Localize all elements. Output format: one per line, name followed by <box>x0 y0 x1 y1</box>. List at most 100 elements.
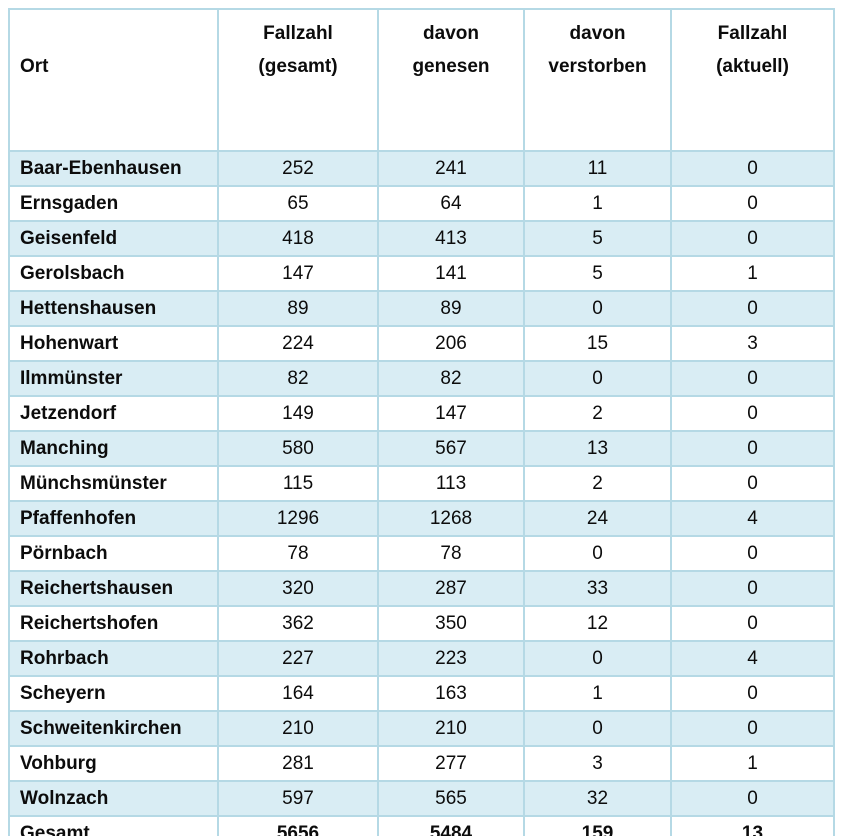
ort-cell: Schweitenkirchen <box>8 710 219 747</box>
value-cell-genesen: 64 <box>377 185 525 222</box>
table-row: Pörnbach 78 78 0 0 <box>8 535 835 572</box>
ort-cell: Geisenfeld <box>8 220 219 257</box>
ort-cell: Ernsgaden <box>8 185 219 222</box>
value-cell-verstorben: 2 <box>523 465 672 502</box>
value-cell-genesen: 78 <box>377 535 525 572</box>
table-row: Reichertshausen 320 287 33 0 <box>8 570 835 607</box>
value-cell-genesen: 223 <box>377 640 525 677</box>
ort-cell: Hohenwart <box>8 325 219 362</box>
table-row: Rohrbach 227 223 0 4 <box>8 640 835 677</box>
ort-cell: Wolnzach <box>8 780 219 817</box>
value-cell-gesamt: 227 <box>217 640 379 677</box>
table-row: Baar-Ebenhausen 252 241 11 0 <box>8 150 835 187</box>
value-cell-genesen: 565 <box>377 780 525 817</box>
value-cell-gesamt: 115 <box>217 465 379 502</box>
table-row: Münchsmünster 115 113 2 0 <box>8 465 835 502</box>
value-cell-gesamt: 82 <box>217 360 379 397</box>
table-row: Hohenwart 224 206 15 3 <box>8 325 835 362</box>
total-value-verstorben: 159 <box>523 815 672 836</box>
value-cell-aktuell: 4 <box>670 640 835 677</box>
ort-cell: Rohrbach <box>8 640 219 677</box>
value-cell-verstorben: 0 <box>523 710 672 747</box>
total-value-gesamt: 5656 <box>217 815 379 836</box>
covid-cases-table: Ort Fallzahl (gesamt) davon genesen davo… <box>8 8 835 836</box>
value-cell-aktuell: 0 <box>670 570 835 607</box>
value-cell-genesen: 567 <box>377 430 525 467</box>
value-cell-gesamt: 147 <box>217 255 379 292</box>
value-cell-genesen: 113 <box>377 465 525 502</box>
value-cell-verstorben: 5 <box>523 255 672 292</box>
ort-cell: Pfaffenhofen <box>8 500 219 537</box>
value-cell-verstorben: 32 <box>523 780 672 817</box>
value-cell-gesamt: 252 <box>217 150 379 187</box>
value-cell-gesamt: 1296 <box>217 500 379 537</box>
header-ort: Ort <box>8 8 219 152</box>
ort-cell: Münchsmünster <box>8 465 219 502</box>
table-row: Scheyern 164 163 1 0 <box>8 675 835 712</box>
table-row: Schweitenkirchen 210 210 0 0 <box>8 710 835 747</box>
ort-cell: Gerolsbach <box>8 255 219 292</box>
value-cell-aktuell: 0 <box>670 430 835 467</box>
table-row: Jetzendorf 149 147 2 0 <box>8 395 835 432</box>
value-cell-gesamt: 320 <box>217 570 379 607</box>
value-cell-verstorben: 13 <box>523 430 672 467</box>
value-cell-genesen: 163 <box>377 675 525 712</box>
table-header: Ort Fallzahl (gesamt) davon genesen davo… <box>8 8 835 152</box>
value-cell-gesamt: 210 <box>217 710 379 747</box>
value-cell-genesen: 350 <box>377 605 525 642</box>
header-line-2: genesen <box>412 56 490 77</box>
value-cell-gesamt: 89 <box>217 290 379 327</box>
value-cell-gesamt: 597 <box>217 780 379 817</box>
value-cell-verstorben: 12 <box>523 605 672 642</box>
value-cell-gesamt: 580 <box>217 430 379 467</box>
header-davon-verstorben: davon verstorben <box>523 8 672 152</box>
header-line-1: davon <box>423 23 479 44</box>
value-cell-aktuell: 0 <box>670 185 835 222</box>
value-cell-genesen: 89 <box>377 290 525 327</box>
ort-cell: Baar-Ebenhausen <box>8 150 219 187</box>
value-cell-aktuell: 0 <box>670 780 835 817</box>
value-cell-aktuell: 0 <box>670 290 835 327</box>
table-row: Vohburg 281 277 3 1 <box>8 745 835 782</box>
value-cell-aktuell: 0 <box>670 150 835 187</box>
ort-cell: Manching <box>8 430 219 467</box>
table-row: Gerolsbach 147 141 5 1 <box>8 255 835 292</box>
value-cell-gesamt: 65 <box>217 185 379 222</box>
header-fallzahl-gesamt: Fallzahl (gesamt) <box>217 8 379 152</box>
value-cell-gesamt: 281 <box>217 745 379 782</box>
value-cell-verstorben: 5 <box>523 220 672 257</box>
table-body: Baar-Ebenhausen 252 241 11 0 Ernsgaden 6… <box>8 150 835 817</box>
ort-cell: Jetzendorf <box>8 395 219 432</box>
table-row: Reichertshofen 362 350 12 0 <box>8 605 835 642</box>
value-cell-genesen: 1268 <box>377 500 525 537</box>
table-row: Ilmmünster 82 82 0 0 <box>8 360 835 397</box>
table-row: Hettenshausen 89 89 0 0 <box>8 290 835 327</box>
value-cell-verstorben: 1 <box>523 185 672 222</box>
value-cell-aktuell: 0 <box>670 710 835 747</box>
total-value-aktuell: 13 <box>670 815 835 836</box>
ort-cell: Hettenshausen <box>8 290 219 327</box>
value-cell-aktuell: 0 <box>670 395 835 432</box>
ort-cell: Vohburg <box>8 745 219 782</box>
table-row: Pfaffenhofen 1296 1268 24 4 <box>8 500 835 537</box>
header-line-2: verstorben <box>548 56 647 77</box>
ort-cell: Pörnbach <box>8 535 219 572</box>
header-line-2: (aktuell) <box>716 56 789 77</box>
value-cell-genesen: 277 <box>377 745 525 782</box>
table-row: Manching 580 567 13 0 <box>8 430 835 467</box>
value-cell-aktuell: 4 <box>670 500 835 537</box>
value-cell-aktuell: 0 <box>670 220 835 257</box>
value-cell-verstorben: 0 <box>523 360 672 397</box>
table-footer: Gesamt 5656 5484 159 13 <box>8 815 835 836</box>
table-row: Wolnzach 597 565 32 0 <box>8 780 835 817</box>
ort-cell: Reichertshofen <box>8 605 219 642</box>
value-cell-verstorben: 0 <box>523 640 672 677</box>
header-line-2: (gesamt) <box>258 56 338 77</box>
header-fallzahl-aktuell: Fallzahl (aktuell) <box>670 8 835 152</box>
ort-cell: Scheyern <box>8 675 219 712</box>
value-cell-gesamt: 224 <box>217 325 379 362</box>
value-cell-verstorben: 33 <box>523 570 672 607</box>
value-cell-aktuell: 1 <box>670 255 835 292</box>
value-cell-verstorben: 3 <box>523 745 672 782</box>
